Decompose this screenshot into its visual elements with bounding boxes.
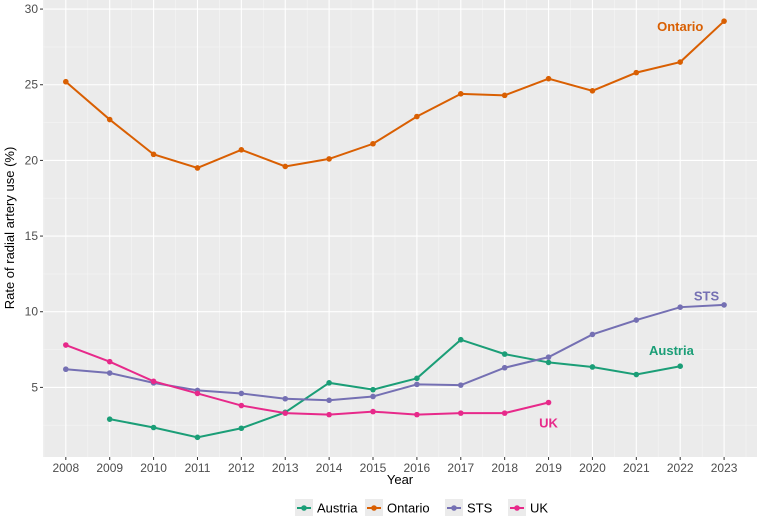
- legend-label-sts: STS: [467, 501, 493, 516]
- data-point-uk: [194, 390, 201, 397]
- data-point-sts: [457, 382, 464, 388]
- x-tick-label: 2012: [228, 461, 255, 475]
- data-point-austria: [545, 359, 552, 366]
- legend-key-point: [514, 505, 520, 511]
- legend-key-point: [371, 505, 377, 511]
- x-tick-label: 2013: [272, 461, 299, 475]
- data-point-ontario: [721, 18, 727, 24]
- data-point-sts: [370, 393, 376, 400]
- x-tick-label: 2010: [140, 461, 167, 475]
- x-tick-label: 2023: [711, 461, 738, 475]
- legend-label-ontario: Ontario: [387, 501, 430, 516]
- data-point-ontario: [194, 165, 201, 171]
- data-point-austria: [501, 351, 508, 357]
- x-axis-label: Year: [387, 472, 414, 487]
- data-point-austria: [677, 363, 684, 370]
- data-point-ontario: [282, 163, 289, 170]
- x-tick-label: 2016: [404, 461, 431, 475]
- data-point-sts: [677, 304, 684, 310]
- data-point-uk: [63, 342, 69, 348]
- series-label-uk: UK: [539, 416, 558, 431]
- y-tick-label: 10: [25, 305, 39, 319]
- data-point-ontario: [106, 116, 113, 123]
- data-point-uk: [150, 378, 157, 385]
- series-label-ontario: Ontario: [657, 19, 703, 34]
- y-axis-label: Rate of radial artery use (%): [2, 147, 17, 310]
- data-point-sts: [106, 370, 113, 376]
- x-tick-label: 2020: [579, 461, 606, 475]
- data-point-uk: [282, 410, 289, 416]
- data-point-ontario: [545, 75, 552, 82]
- data-point-sts: [545, 354, 552, 360]
- x-tick-label: 2018: [491, 461, 518, 475]
- data-point-sts: [721, 302, 727, 308]
- data-point-ontario: [633, 69, 640, 76]
- legend-label-uk: UK: [530, 501, 548, 516]
- data-point-uk: [545, 399, 552, 406]
- data-point-uk: [370, 408, 376, 415]
- legend: Austria Ontario STS UK: [295, 499, 548, 516]
- series-line-austria: [109, 338, 681, 439]
- x-tick-label: 2015: [360, 461, 387, 475]
- data-point-ontario: [501, 92, 508, 99]
- data-point-austria: [414, 375, 420, 382]
- data-point-sts: [238, 390, 245, 397]
- data-point-ontario: [370, 140, 376, 147]
- data-point-austria: [589, 364, 596, 370]
- data-point-ontario: [63, 78, 69, 85]
- data-point-austria: [326, 380, 332, 386]
- data-point-sts: [63, 366, 69, 373]
- legend-key-point: [301, 505, 307, 511]
- data-point-sts: [414, 381, 420, 388]
- data-point-austria: [457, 336, 464, 343]
- plot-panel: [43, 0, 757, 457]
- data-point-ontario: [589, 87, 596, 94]
- y-tick-label: 30: [25, 2, 39, 16]
- x-tick-label: 2011: [185, 461, 211, 475]
- x-tick-label: 2017: [447, 461, 474, 475]
- data-point-sts: [501, 364, 508, 371]
- data-point-austria: [370, 386, 376, 393]
- data-point-uk: [238, 402, 245, 409]
- x-tick-label: 2022: [667, 461, 694, 475]
- series-line-uk: [65, 344, 549, 416]
- data-point-sts: [633, 317, 640, 323]
- data-point-uk: [106, 358, 113, 365]
- y-tick-label: 25: [25, 78, 39, 92]
- series-label-sts: STS: [694, 289, 720, 304]
- data-point-ontario: [457, 91, 464, 97]
- y-tick-label: 20: [25, 153, 39, 167]
- data-point-sts: [326, 397, 332, 404]
- x-tick-label: 2021: [623, 461, 650, 475]
- y-tick-label: 5: [31, 380, 38, 394]
- data-point-ontario: [238, 147, 245, 153]
- x-tick-label: 2014: [316, 461, 343, 475]
- data-point-austria: [150, 424, 157, 431]
- data-point-uk: [326, 411, 332, 418]
- series-line-ontario: [65, 20, 725, 170]
- data-point-ontario: [326, 156, 332, 162]
- data-point-uk: [414, 411, 420, 418]
- data-point-austria: [238, 425, 245, 432]
- y-tick-label: 15: [25, 229, 39, 243]
- x-tick-label: 2019: [535, 461, 562, 475]
- data-point-sts: [589, 331, 596, 338]
- data-point-austria: [633, 371, 640, 378]
- data-point-ontario: [677, 59, 684, 65]
- data-point-austria: [194, 434, 201, 441]
- legend-key-point: [451, 505, 457, 511]
- series-label-austria: Austria: [649, 343, 695, 358]
- x-tick-label: 2008: [52, 461, 79, 475]
- data-point-sts: [282, 395, 289, 402]
- legend-label-austria: Austria: [317, 501, 358, 516]
- x-tick-label: 2009: [96, 461, 123, 475]
- data-point-austria: [106, 416, 113, 422]
- data-point-ontario: [150, 151, 157, 158]
- data-point-uk: [501, 410, 508, 416]
- data-point-ontario: [414, 113, 420, 120]
- data-point-uk: [457, 410, 464, 416]
